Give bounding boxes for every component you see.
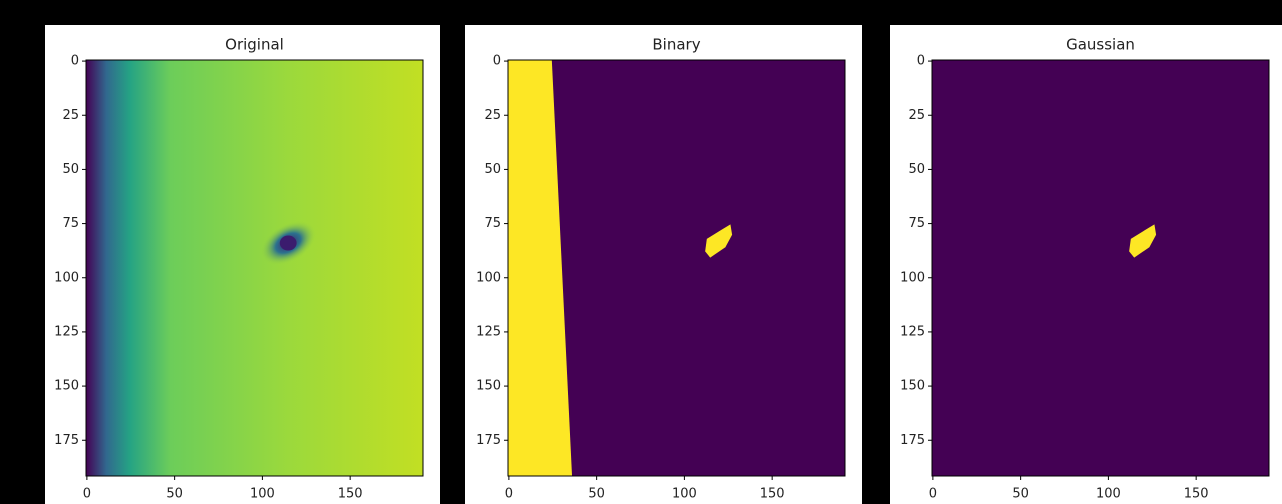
x-tick-label: 150	[1184, 487, 1209, 502]
y-tick-label: 150	[900, 379, 925, 394]
x-tick-label: 0	[83, 487, 91, 502]
y-tick-label: 100	[476, 270, 501, 285]
x-tick-label: 0	[929, 487, 937, 502]
figure: Original 0 25 50 75 100 125 150 175 0 50 100 150 Bina…	[0, 0, 1282, 504]
image-field	[932, 60, 1269, 476]
y-tick-label: 25	[484, 108, 501, 123]
y-tick-label: 50	[62, 162, 79, 177]
y-tick-label: 75	[62, 216, 79, 231]
y-tick-label: 125	[900, 324, 925, 339]
y-tick-label: 150	[476, 379, 501, 394]
x-tick-label: 100	[672, 487, 697, 502]
y-tick-label: 25	[908, 108, 925, 123]
x-tick-label: 100	[1096, 487, 1121, 502]
y-tick-label: 25	[62, 108, 79, 123]
x-tick-label: 0	[505, 487, 513, 502]
y-tick-label: 75	[908, 216, 925, 231]
chart-title: Original	[225, 36, 284, 54]
image-spot-core	[280, 236, 297, 251]
x-tick-label: 150	[760, 487, 785, 502]
y-tick-label: 150	[54, 379, 79, 394]
y-tick-label: 75	[484, 216, 501, 231]
y-tick-label: 0	[493, 54, 501, 69]
y-tick-label: 0	[917, 54, 925, 69]
y-tick-label: 175	[900, 433, 925, 448]
y-tick-label: 175	[476, 433, 501, 448]
y-tick-label: 125	[476, 324, 501, 339]
y-tick-label: 175	[54, 433, 79, 448]
x-tick-label: 50	[1012, 487, 1029, 502]
y-tick-label: 100	[54, 270, 79, 285]
y-tick-label: 100	[900, 270, 925, 285]
y-tick-label: 50	[484, 162, 501, 177]
y-tick-label: 0	[71, 54, 79, 69]
image-field	[86, 60, 423, 476]
chart-title: Gaussian	[1066, 36, 1135, 54]
x-tick-label: 150	[338, 487, 363, 502]
y-tick-label: 50	[908, 162, 925, 177]
x-tick-label: 50	[166, 487, 183, 502]
chart-title: Binary	[652, 36, 700, 54]
x-tick-label: 50	[588, 487, 605, 502]
x-tick-label: 100	[250, 487, 275, 502]
y-tick-label: 125	[54, 324, 79, 339]
